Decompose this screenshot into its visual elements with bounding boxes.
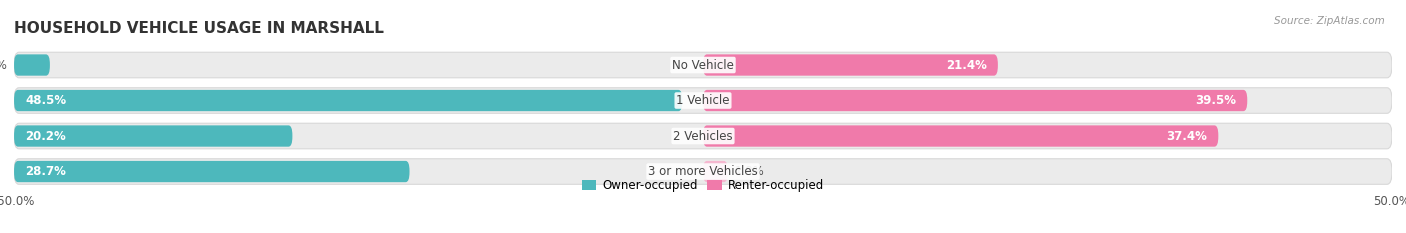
FancyBboxPatch shape — [14, 123, 1392, 149]
Text: 2 Vehicles: 2 Vehicles — [673, 130, 733, 143]
Text: 3 or more Vehicles: 3 or more Vehicles — [648, 165, 758, 178]
FancyBboxPatch shape — [14, 54, 49, 76]
FancyBboxPatch shape — [14, 52, 1392, 78]
FancyBboxPatch shape — [14, 125, 292, 147]
Text: 21.4%: 21.4% — [946, 58, 987, 72]
FancyBboxPatch shape — [703, 54, 998, 76]
Text: No Vehicle: No Vehicle — [672, 58, 734, 72]
FancyBboxPatch shape — [14, 90, 682, 111]
Legend: Owner-occupied, Renter-occupied: Owner-occupied, Renter-occupied — [578, 175, 828, 197]
FancyBboxPatch shape — [703, 90, 1247, 111]
FancyBboxPatch shape — [703, 161, 728, 182]
Text: 1.8%: 1.8% — [735, 165, 765, 178]
FancyBboxPatch shape — [14, 159, 1392, 184]
FancyBboxPatch shape — [14, 88, 1392, 113]
FancyBboxPatch shape — [14, 161, 409, 182]
Text: 1 Vehicle: 1 Vehicle — [676, 94, 730, 107]
FancyBboxPatch shape — [703, 125, 1219, 147]
Text: HOUSEHOLD VEHICLE USAGE IN MARSHALL: HOUSEHOLD VEHICLE USAGE IN MARSHALL — [14, 21, 384, 36]
Text: Source: ZipAtlas.com: Source: ZipAtlas.com — [1274, 16, 1385, 26]
Text: 20.2%: 20.2% — [25, 130, 66, 143]
Text: 48.5%: 48.5% — [25, 94, 66, 107]
Text: 28.7%: 28.7% — [25, 165, 66, 178]
Text: 39.5%: 39.5% — [1195, 94, 1236, 107]
Text: 2.6%: 2.6% — [0, 58, 7, 72]
Text: 37.4%: 37.4% — [1167, 130, 1208, 143]
